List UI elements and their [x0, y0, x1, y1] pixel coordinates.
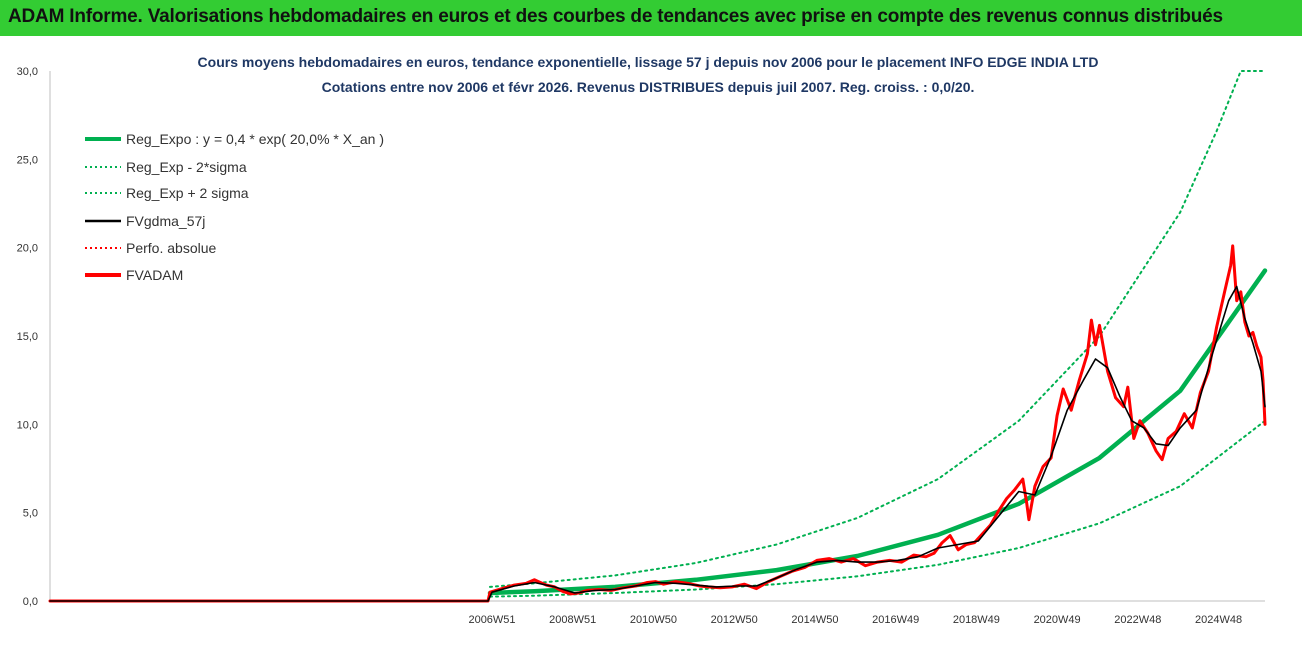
- report-banner: ADAM Informe. Valorisations hebdomadaire…: [0, 0, 1302, 36]
- legend-label: Reg_Expo : y = 0,4 * exp( 20,0% * X_an ): [126, 131, 384, 147]
- chart-legend: Reg_Expo : y = 0,4 * exp( 20,0% * X_an )…: [85, 131, 384, 283]
- x-tick-label: 2016W49: [872, 614, 919, 626]
- chart-title: Cours moyens hebdomadaires en euros, ten…: [198, 54, 1099, 70]
- x-tick-label: 2020W49: [1034, 614, 1081, 626]
- x-tick-label: 2006W51: [468, 614, 515, 626]
- y-tick-label: 25,0: [17, 154, 38, 166]
- x-tick-label: 2022W48: [1114, 614, 1161, 626]
- y-tick-label: 10,0: [17, 419, 38, 431]
- y-tick-label: 0,0: [23, 596, 38, 608]
- chart-area: Cours moyens hebdomadaires en euros, ten…: [0, 36, 1302, 653]
- x-tick-label: 2018W49: [953, 614, 1000, 626]
- y-tick-label: 30,0: [17, 66, 38, 78]
- plot-series: [48, 70, 1268, 603]
- y-tick-label: 20,0: [17, 243, 38, 255]
- fvgdma-line: [49, 285, 1266, 602]
- report-title: ADAM Informe. Valorisations hebdomadaire…: [8, 6, 1223, 27]
- legend-label: Reg_Exp - 2*sigma: [126, 159, 247, 175]
- y-tick-labels: 0,0 5,0 10,0 15,0 20,0 25,0 30,0: [17, 66, 38, 608]
- band-upper-line: [489, 70, 1266, 588]
- x-tick-label: 2008W51: [549, 614, 596, 626]
- x-tick-label: 2010W50: [630, 614, 677, 626]
- chart-subtitle: Cotations entre nov 2006 et févr 2026. R…: [322, 79, 975, 95]
- regression-line: [487, 268, 1268, 596]
- band-lower-line: [489, 419, 1266, 598]
- fvadam-line: [48, 244, 1267, 603]
- legend-label: Perfo. absolue: [126, 240, 216, 256]
- y-tick-label: 5,0: [23, 508, 38, 520]
- x-tick-label: 2014W50: [791, 614, 838, 626]
- legend-label: Reg_Exp + 2 sigma: [126, 185, 249, 201]
- legend-label: FVgdma_57j: [126, 213, 205, 229]
- x-tick-label: 2024W48: [1195, 614, 1242, 626]
- x-tick-label: 2012W50: [711, 614, 758, 626]
- y-tick-label: 15,0: [17, 331, 38, 343]
- line-chart: Cours moyens hebdomadaires en euros, ten…: [17, 54, 1268, 626]
- legend-label: FVADAM: [126, 267, 183, 283]
- x-tick-labels: 2006W51 2008W51 2010W50 2012W50 2014W50 2016W…: [468, 614, 1242, 626]
